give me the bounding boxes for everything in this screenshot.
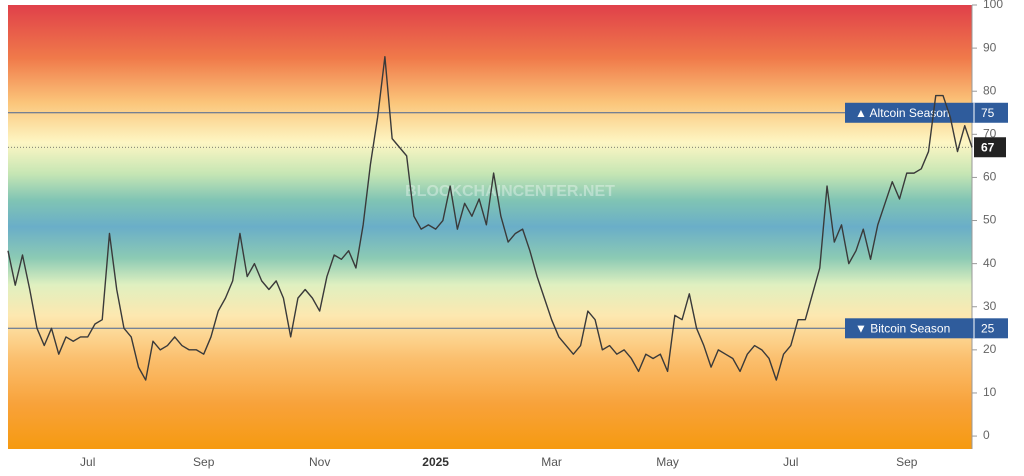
x-tick-label: May (656, 455, 679, 469)
y-tick-label: 60 (983, 170, 997, 184)
x-tick-label: Sep (896, 455, 918, 469)
reference-label-box (845, 102, 1008, 123)
current-value-label: 67 (981, 140, 995, 154)
y-tick-label: 50 (983, 213, 997, 227)
x-tick-label: Jul (783, 455, 798, 469)
y-tick-label: 70 (983, 126, 997, 140)
watermark: BLOCKCHAINCENTER.NET (405, 183, 615, 200)
reference-label: ▼ Bitcoin Season (855, 321, 950, 335)
y-tick-label: 80 (983, 83, 997, 97)
data-line (7, 56, 973, 381)
reference-label-box (845, 318, 1008, 339)
y-tick-label: 20 (983, 342, 997, 356)
background (8, 5, 972, 449)
reference-value: 75 (981, 106, 995, 120)
x-tick-label: Sep (193, 455, 215, 469)
x-tick-label: Mar (541, 455, 562, 469)
current-value-box (974, 137, 1006, 158)
reference-value: 25 (981, 321, 995, 335)
y-tick-label: 10 (983, 385, 997, 399)
x-tick-label: 2025 (422, 455, 449, 469)
y-tick-label: 0 (983, 428, 990, 442)
y-tick-label: 100 (983, 0, 1003, 11)
x-tick-label: Jul (80, 455, 95, 469)
x-tick-label: Nov (309, 455, 330, 469)
reference-label: ▲ Altcoin Season (855, 106, 950, 120)
y-tick-label: 40 (983, 256, 997, 270)
y-tick-label: 90 (983, 40, 997, 54)
y-tick-label: 30 (983, 299, 997, 313)
